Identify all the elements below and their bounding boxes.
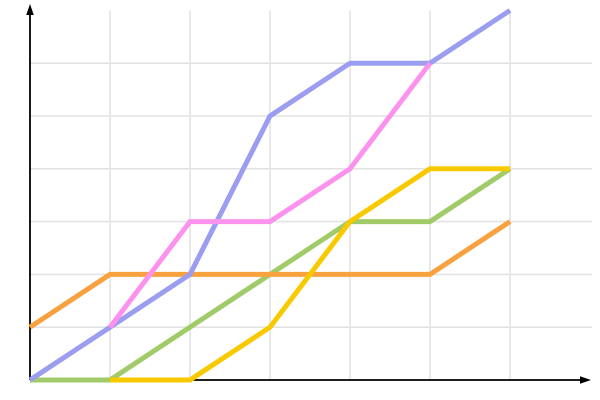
x-axis-arrowhead-icon: [580, 376, 591, 384]
series-group: [28, 8, 512, 383]
series-pink-line: [108, 61, 432, 329]
series-orange-line: [28, 219, 512, 330]
y-axis-arrowhead-icon: [26, 4, 34, 15]
series-yellow-line: [110, 166, 510, 383]
series-blue-line: [28, 8, 512, 383]
